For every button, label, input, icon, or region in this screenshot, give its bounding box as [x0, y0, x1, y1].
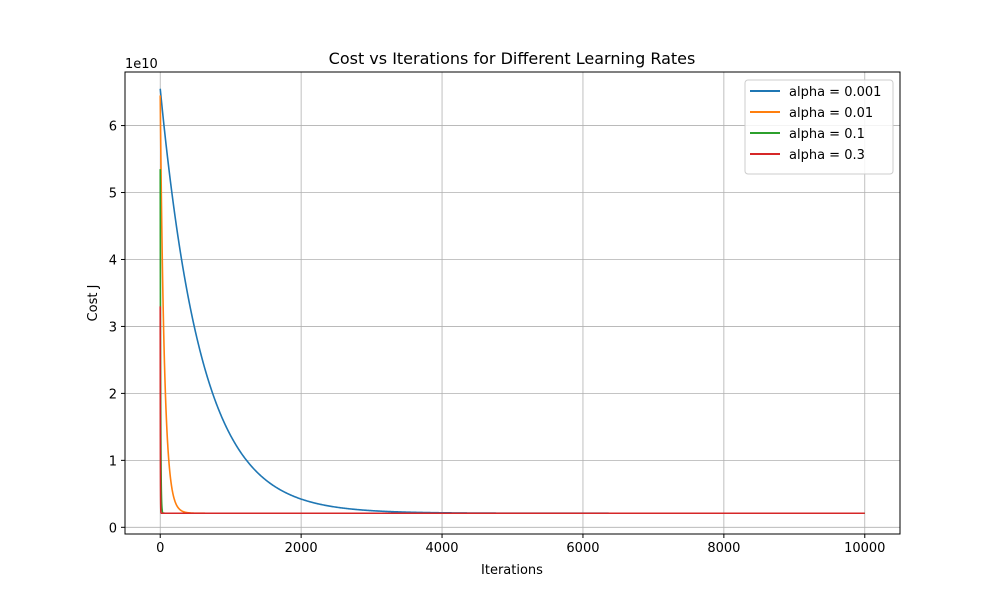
y-tick-label: 1 [109, 454, 117, 469]
y-axis-label: Cost J [86, 285, 101, 322]
x-axis-label: Iterations [481, 563, 543, 578]
x-tick-label: 2000 [285, 541, 318, 556]
y-tick-label: 6 [109, 120, 117, 135]
y-tick-label: 2 [109, 387, 117, 402]
legend-entry: alpha = 0.001 [789, 85, 881, 100]
legend-box [744, 79, 894, 175]
legend-entry: alpha = 0.3 [789, 148, 865, 163]
legend: alpha = 0.001 alpha = 0.01 alpha = 0.1 alph… [744, 79, 894, 175]
x-tick-label: 8000 [707, 541, 740, 556]
series-layer [159, 88, 865, 515]
grid [125, 72, 900, 534]
y-scale-label: 1e10 [125, 57, 158, 72]
y-axis: 0 1 2 3 4 5 6 [109, 120, 125, 536]
x-tick-label: 10000 [844, 541, 885, 556]
y-tick-label: 0 [109, 521, 117, 536]
legend-entry: alpha = 0.1 [789, 127, 865, 142]
series-line [159, 306, 865, 515]
legend-entry: alpha = 0.01 [789, 106, 873, 121]
x-axis: 0 2000 4000 6000 8000 10000 [156, 534, 885, 556]
plot-area-frame [124, 71, 901, 535]
chart-title: Cost vs Iterations for Different Learnin… [329, 49, 696, 68]
y-tick-label: 5 [109, 187, 117, 202]
y-tick-label: 3 [109, 320, 117, 335]
y-tick-label: 4 [109, 253, 117, 268]
x-tick-label: 4000 [425, 541, 458, 556]
x-tick-label: 6000 [566, 541, 599, 556]
x-tick-label: 0 [156, 541, 164, 556]
